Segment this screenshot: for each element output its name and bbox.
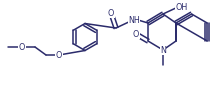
Text: OH: OH — [176, 3, 188, 12]
Text: O: O — [56, 50, 62, 60]
Text: O: O — [133, 29, 139, 39]
Text: N: N — [160, 45, 166, 54]
Text: O: O — [108, 8, 114, 17]
Text: NH: NH — [128, 16, 140, 24]
Text: O: O — [19, 43, 25, 52]
